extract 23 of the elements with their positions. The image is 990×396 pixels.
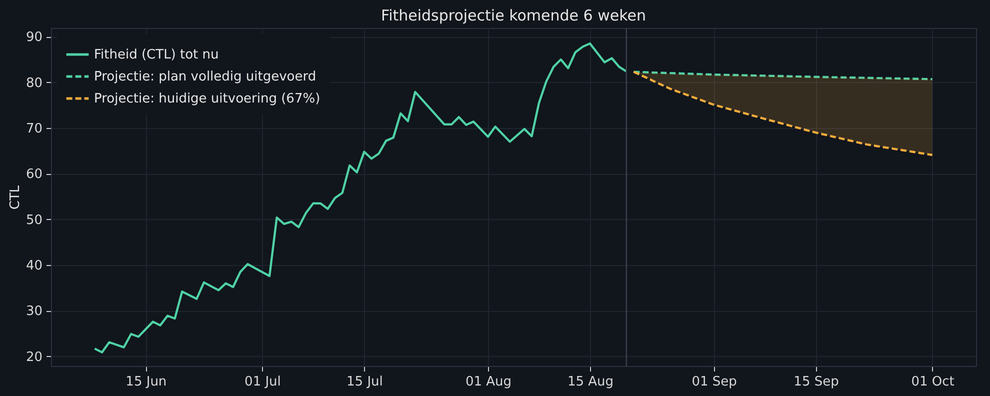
legend-label: Projectie: huidige uitvoering (67%) <box>94 92 320 106</box>
chart-title: Fitheidsprojectie komende 6 weken <box>381 6 646 24</box>
y-tick-label: 50 <box>26 212 42 228</box>
x-tick-label: 01 Aug <box>465 374 512 390</box>
y-axis-title: CTL <box>8 184 23 210</box>
legend-label: Projectie: plan volledig uitgevoerd <box>94 70 316 84</box>
x-tick-label: 15 Jun <box>126 374 167 390</box>
x-tick-label: 01 Sep <box>692 374 737 390</box>
x-tick-label: 01 Oct <box>911 374 954 390</box>
line-series <box>632 70 934 80</box>
line-series <box>94 42 628 354</box>
y-tick-label: 80 <box>26 76 42 91</box>
y-tick-label: 70 <box>26 122 42 137</box>
x-tick-label: 15 Jul <box>346 374 383 390</box>
x-tick-label: 15 Sep <box>794 374 839 390</box>
y-tick-label: 90 <box>26 30 42 46</box>
y-tick-label: 30 <box>26 304 42 320</box>
x-tick-label: 15 Aug <box>567 374 614 390</box>
legend-label: Fitheid (CTL) tot nu <box>94 48 219 62</box>
y-tick-label: 20 <box>26 350 42 365</box>
x-tick-label: 01 Jul <box>244 374 281 390</box>
y-tick-label: 60 <box>26 167 42 182</box>
y-tick-label: 40 <box>26 258 42 274</box>
